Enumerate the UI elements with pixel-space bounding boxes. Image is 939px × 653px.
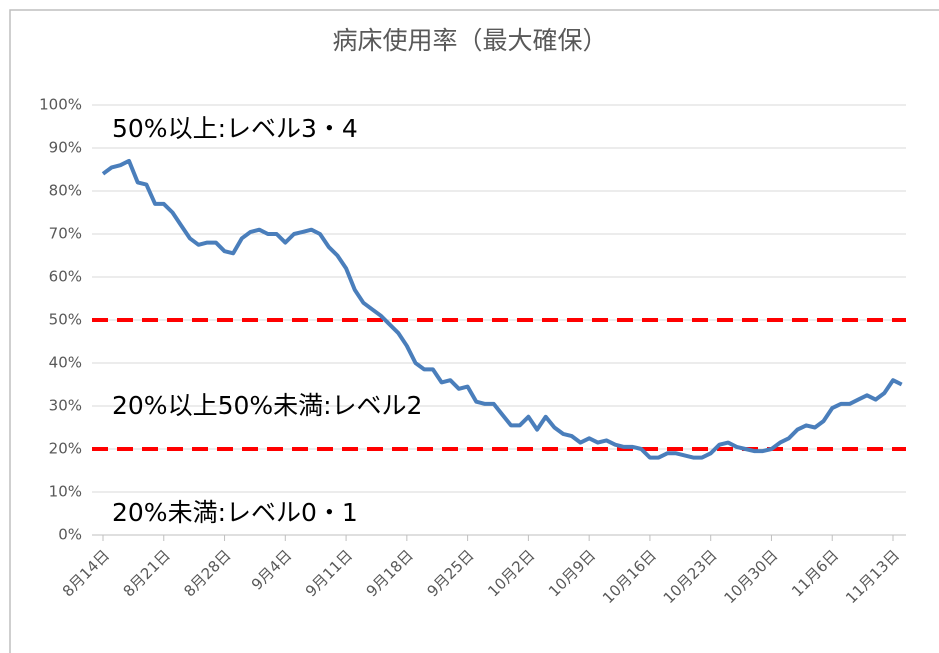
x-tick-label: 8月21日 [120, 546, 174, 600]
chart-border [9, 9, 939, 653]
x-tick-label: 10月2日 [484, 546, 538, 600]
data-line [101, 158, 903, 460]
x-tick-label: 9月25日 [423, 546, 477, 600]
y-tick-label: 20% [49, 440, 82, 458]
annotation: 50%以上:レベル3・4 [112, 114, 358, 143]
y-tick-label: 40% [49, 354, 82, 372]
chart-title: 病床使用率（最大確保） [332, 26, 607, 55]
x-tick-label: 9月18日 [363, 546, 417, 600]
x-tick-label: 11月6日 [788, 546, 842, 600]
x-tick-label: 11月13日 [842, 546, 903, 607]
y-tick-label: 100% [39, 96, 82, 114]
x-tick-label: 8月28日 [180, 546, 234, 600]
y-tick-label: 30% [49, 397, 82, 415]
y-tick-label: 80% [49, 182, 82, 200]
x-tick-label: 9月11日 [302, 546, 356, 600]
y-tick-label: 50% [49, 311, 82, 329]
y-tick-label: 0% [58, 526, 82, 544]
x-tick-label: 10月30日 [721, 546, 782, 607]
y-tick-label: 10% [49, 483, 82, 501]
y-tick-label: 70% [49, 225, 82, 243]
annotation: 20%以上50%未満:レベル2 [112, 391, 422, 420]
x-tick-label: 10月9日 [545, 546, 599, 600]
x-tick-label: 9月4日 [248, 546, 295, 593]
x-tick-label: 10月23日 [660, 546, 721, 607]
y-tick-label: 60% [49, 268, 82, 286]
x-tick-label: 8月14日 [59, 546, 113, 600]
y-tick-label: 90% [49, 139, 82, 157]
annotation: 20%未満:レベル0・1 [112, 498, 358, 527]
x-tick-label: 10月16日 [599, 546, 660, 607]
